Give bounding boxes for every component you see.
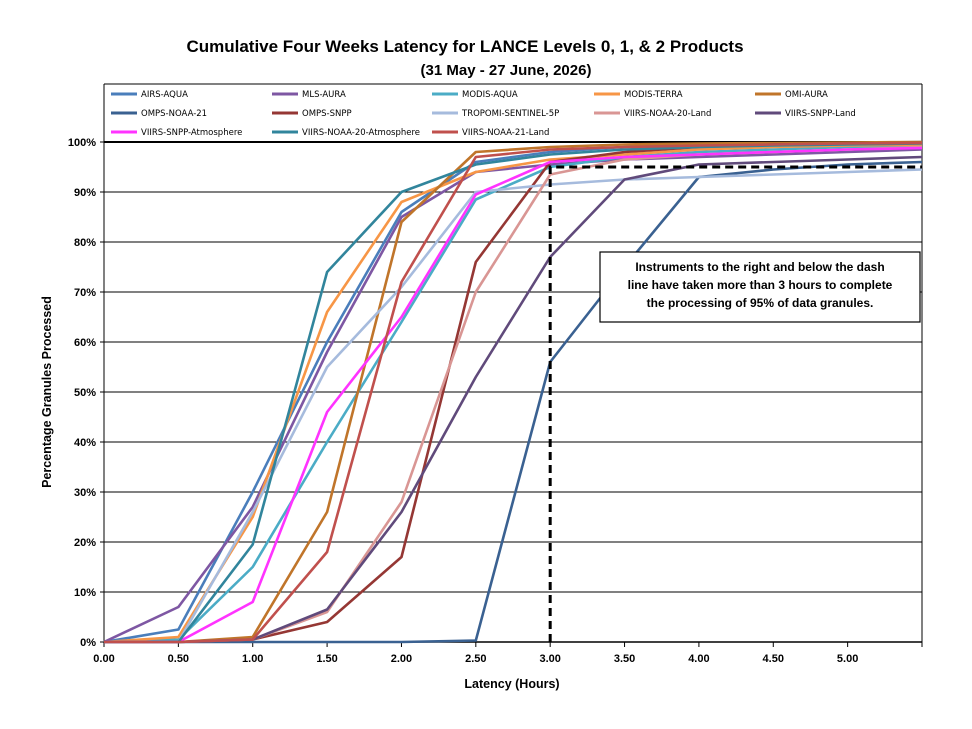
legend-label: VIIRS-SNPP-Atmosphere xyxy=(141,128,242,138)
x-tick-label: 0.00 xyxy=(93,653,114,665)
series-lines xyxy=(103,140,923,644)
x-tick-label: 2.50 xyxy=(465,653,486,665)
legend-label: AIRS-AQUA xyxy=(141,90,188,100)
series-line-viirs-snpp-atmosphere xyxy=(104,146,923,644)
y-tick-label: 10% xyxy=(74,587,96,599)
x-tick-label: 3.00 xyxy=(539,653,560,665)
y-tick-label: 0% xyxy=(80,637,96,649)
y-tick-label: 80% xyxy=(74,237,96,249)
series-line-viirs-noaa-20-land xyxy=(104,145,923,644)
y-tick-label: 40% xyxy=(74,437,96,449)
x-tick-label: 1.50 xyxy=(316,653,337,665)
annotation-box: Instruments to the right and below the d… xyxy=(599,251,921,323)
chart-title: Cumulative Four Weeks Latency for LANCE … xyxy=(186,37,743,56)
x-tick-label: 1.00 xyxy=(242,653,263,665)
annotation-line: Instruments to the right and below the d… xyxy=(635,260,884,274)
legend: AIRS-AQUA MLS-AURA MODIS-AQUA MODIS-TERRA OM… xyxy=(111,90,856,138)
annotation-line: the processing of 95% of data granules. xyxy=(647,296,874,310)
series-line-viirs-snpp-land xyxy=(104,155,923,644)
legend-label: VIIRS-SNPP-Land xyxy=(785,109,856,119)
legend-label: VIIRS-NOAA-20-Atmosphere xyxy=(302,128,420,138)
x-tick-label: 4.50 xyxy=(763,653,784,665)
legend-label: OMPS-SNPP xyxy=(302,109,352,119)
y-tick-label: 90% xyxy=(74,187,96,199)
legend-label: MODIS-AQUA xyxy=(462,90,518,100)
x-tick-label: 0.50 xyxy=(168,653,189,665)
legend-label: OMPS-NOAA-21 xyxy=(141,109,207,119)
x-tick-label: 5.00 xyxy=(837,653,858,665)
series-line-modis-aqua xyxy=(103,144,923,644)
series-line-viirs-noaa-21-land xyxy=(104,141,923,644)
series-line-viirs-noaa-20-atmosphere xyxy=(104,142,923,644)
x-tick-label: 2.00 xyxy=(391,653,412,665)
y-tick-label: 30% xyxy=(74,487,96,499)
legend-label: TROPOMI-SENTINEL-5P xyxy=(461,109,559,119)
legend-label: OMI-AURA xyxy=(785,90,828,100)
annotation-frame xyxy=(599,251,921,323)
threshold-line xyxy=(548,165,922,642)
legend-label: MODIS-TERRA xyxy=(624,90,683,100)
x-axis-title: Latency (Hours) xyxy=(464,677,559,691)
y-tick-label: 100% xyxy=(68,137,96,149)
legend-label: VIIRS-NOAA-20-Land xyxy=(624,109,711,119)
axes: 0.00 0.50 1.00 1.50 2.00 2.50 3.00 3.50 4.00 4.50… xyxy=(93,83,923,665)
legend-label: MLS-AURA xyxy=(302,90,346,100)
chart-subtitle: (31 May - 27 June, 2026) xyxy=(421,62,592,79)
y-tick-label: 50% xyxy=(74,387,96,399)
threshold-dash xyxy=(548,165,922,642)
series-line-omi-aura xyxy=(104,140,923,644)
y-tick-label: 20% xyxy=(74,537,96,549)
y-axis-title: Percentage Granules Processed xyxy=(40,296,54,488)
y-tick-label: 60% xyxy=(74,337,96,349)
x-tick-label: 4.00 xyxy=(688,653,709,665)
series-line-mls-aura xyxy=(103,148,923,644)
series-line-tropomi-sentinel-5p xyxy=(104,168,923,644)
annotation-line: line have taken more than 3 hours to com… xyxy=(628,278,893,292)
y-tick-label: 70% xyxy=(74,287,96,299)
legend-label: VIIRS-NOAA-21-Land xyxy=(462,128,549,138)
series-line-modis-terra xyxy=(103,143,923,644)
x-tick-label: 3.50 xyxy=(614,653,635,665)
series-line-omps-noaa-21 xyxy=(104,160,923,644)
